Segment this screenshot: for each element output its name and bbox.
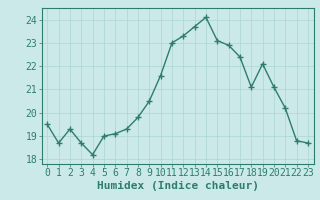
- X-axis label: Humidex (Indice chaleur): Humidex (Indice chaleur): [97, 181, 259, 191]
